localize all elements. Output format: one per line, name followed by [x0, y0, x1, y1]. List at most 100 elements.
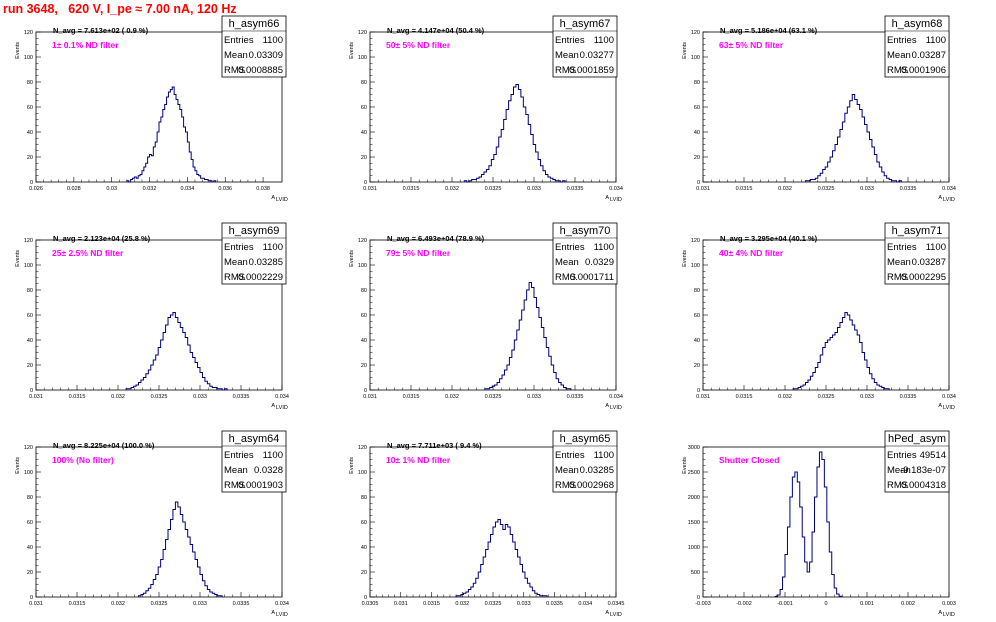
stats-label-entries: Entries: [887, 35, 917, 46]
x-tick-label: 0.0335: [233, 601, 250, 607]
stats-label-mean: Mean: [555, 257, 579, 268]
y-tick-label: 1000: [688, 545, 700, 551]
y-tick-label: 40: [694, 338, 700, 344]
y-tick-label: 100: [358, 470, 367, 476]
x-tick-label: 0.031: [363, 394, 377, 400]
stats-value-mean: 0.03285: [249, 257, 283, 268]
x-tick-label: 0.0325: [151, 394, 168, 400]
stats-box-frame: [221, 222, 287, 285]
y-tick-label: 100: [24, 470, 33, 476]
y-tick-label: 80: [361, 80, 367, 86]
x-tick-label: -0.002: [736, 601, 752, 607]
y-tick-label: 40: [27, 338, 33, 344]
filter-annotation: 63± 5% ND filter: [719, 40, 784, 50]
x-tick-label: 0.034: [942, 394, 956, 400]
y-tick-label: 80: [27, 495, 33, 501]
stats-value-rms: 0.0001859: [569, 65, 614, 76]
x-axis-title: A: [938, 403, 942, 409]
x-axis-title: A: [938, 195, 942, 201]
y-tick-label: 20: [361, 155, 367, 161]
navg-text: N_avg = 2.123e+04 (25.8 %): [53, 234, 151, 243]
y-tick-label: 20: [27, 155, 33, 161]
x-tick-label: 0.034: [609, 394, 623, 400]
x-tick-label: 0.032: [778, 394, 792, 400]
stats-value-mean: -9.183e-07: [900, 465, 946, 476]
histogram-line: [774, 451, 843, 597]
stats-value-entries: 1100: [594, 242, 614, 253]
stats-title: h_asym67: [560, 18, 611, 30]
stats-value-mean: 0.03287: [912, 257, 946, 268]
y-tick-label: 0: [364, 388, 367, 394]
stats-title: h_asym69: [229, 225, 280, 237]
stats-label-rms: RMS: [555, 272, 576, 283]
stats-label-mean: Mean: [555, 465, 579, 476]
x-tick-label: 0.0335: [900, 394, 917, 400]
stats-value-entries: 49514: [920, 450, 946, 461]
y-tick-label: 2500: [688, 470, 700, 476]
y-axis-title: Events: [682, 457, 688, 474]
y-tick-label: 0: [30, 180, 33, 186]
stats-title: h_asym66: [229, 18, 280, 30]
x-axis-subscript: LVID: [276, 405, 288, 411]
x-axis-title: A: [271, 195, 275, 201]
histogram-panel-h_asym68: 0 20 40 60 80 100 120 0.031 0.0315 0.032 0.0325 0.0…: [682, 15, 956, 203]
stats-box-frame: [884, 430, 950, 493]
x-tick-label: 0.034: [609, 186, 623, 192]
x-tick-label: 0.0315: [403, 186, 420, 192]
x-tick-label: 0.0335: [567, 394, 584, 400]
stats-label-entries: Entries: [887, 450, 917, 461]
x-tick-label: 0.0335: [567, 186, 584, 192]
stats-box: h_asym69 Entries 1100 Mean 0.03285 RMS0.00022…: [221, 222, 287, 285]
x-axis-subscript: LVID: [610, 197, 622, 203]
stats-value-rms: 0.0001903: [238, 480, 283, 491]
x-axis-subscript: LVID: [276, 612, 288, 618]
histogram-panel-h_asym71: 0 20 40 60 80 100 120 0.031 0.0315 0.032 0.0325 0.0…: [682, 222, 956, 411]
x-tick-label: -0.001: [777, 601, 793, 607]
x-tick-label: 0.031: [394, 601, 408, 607]
stats-box: hPed_asym Entries 49514 Mean-9.183e-07 RMS0.…: [884, 430, 950, 493]
y-tick-label: 20: [361, 363, 367, 369]
stats-label-entries: Entries: [555, 35, 585, 46]
y-tick-label: 20: [27, 570, 33, 576]
stats-box-frame: [221, 430, 287, 493]
stats-label-entries: Entries: [887, 242, 917, 253]
stats-title: hPed_asym: [888, 433, 946, 445]
x-tick-label: 0.034: [942, 186, 956, 192]
stats-value-mean: 0.0329: [585, 257, 614, 268]
x-axis-subscript: LVID: [610, 612, 622, 618]
stats-value-rms: 0.0002295: [901, 272, 946, 283]
y-axis-title: Events: [682, 250, 688, 267]
navg-text: N_avg = 4.147e+04 (50.4 %): [387, 26, 485, 35]
stats-title: h_asym71: [892, 225, 943, 237]
x-tick-label: 0.033: [517, 601, 531, 607]
y-tick-label: 20: [694, 155, 700, 161]
stats-label-mean: Mean: [887, 465, 911, 476]
x-tick-label: 0.0315: [736, 394, 753, 400]
y-tick-label: 3000: [688, 445, 700, 451]
y-tick-label: 100: [24, 263, 33, 269]
histogram-line: [484, 282, 572, 390]
y-tick-label: 60: [27, 520, 33, 526]
x-tick-label: 0.0325: [485, 186, 502, 192]
y-tick-label: 40: [27, 545, 33, 551]
stats-value-rms: 0.0008885: [238, 65, 283, 76]
x-tick-label: 0.031: [696, 186, 710, 192]
histogram-panel-hPed_asym: 0 500 1000 1500 2000 2500 3000 -0.003 -0.002 -0.0…: [682, 430, 956, 618]
y-tick-label: 120: [24, 30, 33, 36]
x-tick-label: 0.032: [455, 601, 469, 607]
navg-text: N_avg = 7.613e+02 ( 0.9 %): [53, 26, 149, 35]
filter-annotation: Shutter Closed: [719, 455, 779, 465]
stats-box-frame: [221, 15, 287, 78]
stats-label-entries: Entries: [224, 450, 254, 461]
stats-label-mean: Mean: [224, 50, 248, 61]
stats-box-frame: [552, 15, 618, 78]
y-tick-label: 120: [358, 445, 367, 451]
histogram-panel-h_asym65: 0 20 40 60 80 100 120 0.0305 0.031 0.0315 0.032 0.0…: [349, 430, 624, 618]
navg-text: N_avg = 7.711e+03 ( 9.4 %): [387, 441, 482, 450]
x-tick-label: 0: [824, 601, 827, 607]
x-tick-label: 0.031: [696, 394, 710, 400]
stats-title: h_asym65: [560, 433, 611, 445]
histogram-panel-h_asym67: 0 20 40 60 80 100 120 0.031 0.0315 0.032 0.0325 0.0…: [349, 15, 623, 203]
histogram-line: [463, 84, 566, 183]
stats-title: h_asym64: [229, 433, 280, 445]
